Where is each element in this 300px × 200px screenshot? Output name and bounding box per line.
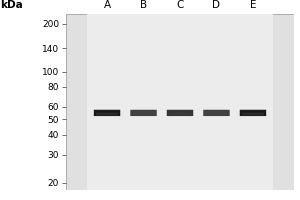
FancyBboxPatch shape [94, 110, 120, 116]
FancyBboxPatch shape [130, 110, 157, 116]
Text: C: C [176, 0, 184, 10]
Bar [86, 14, 128, 190]
Bar [123, 14, 164, 190]
Text: E: E [250, 0, 256, 10]
FancyBboxPatch shape [242, 113, 264, 115]
FancyBboxPatch shape [169, 113, 191, 115]
Bar [160, 14, 200, 190]
Text: B: B [140, 0, 147, 10]
FancyBboxPatch shape [240, 110, 266, 116]
FancyBboxPatch shape [167, 110, 193, 116]
FancyBboxPatch shape [133, 113, 154, 115]
FancyBboxPatch shape [96, 113, 118, 115]
Text: A: A [103, 0, 111, 10]
FancyBboxPatch shape [203, 110, 230, 116]
Text: D: D [212, 0, 220, 10]
Text: kDa: kDa [0, 0, 22, 10]
Bar [196, 14, 237, 190]
Bar [232, 14, 274, 190]
FancyBboxPatch shape [206, 113, 227, 115]
